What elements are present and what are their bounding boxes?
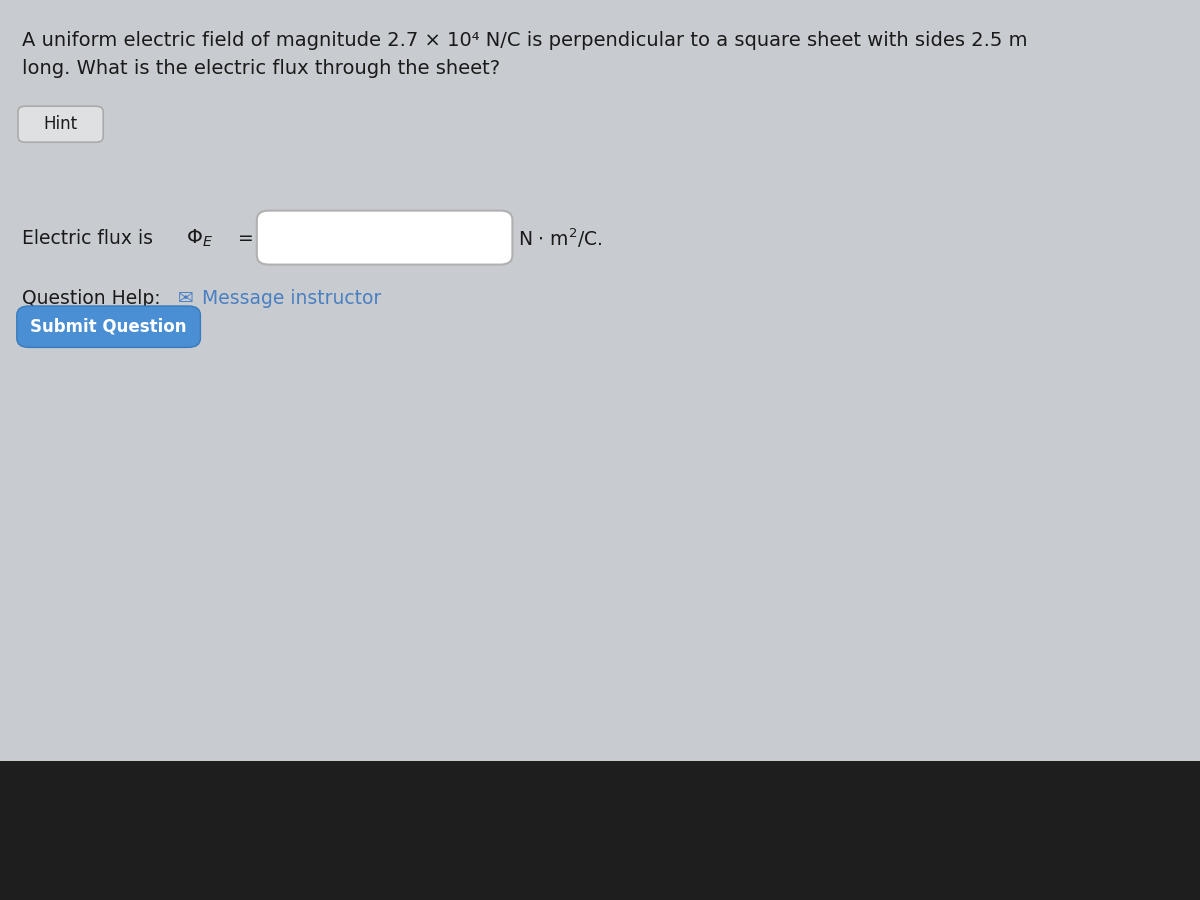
FancyBboxPatch shape <box>17 306 200 347</box>
Text: Submit Question: Submit Question <box>30 318 187 336</box>
Text: A uniform electric field of magnitude 2.7 × 10⁴ N/C is perpendicular to a square: A uniform electric field of magnitude 2.… <box>22 32 1027 50</box>
Text: ✉: ✉ <box>178 289 193 309</box>
Text: Question Help:: Question Help: <box>22 289 161 309</box>
Text: =: = <box>238 229 253 248</box>
Text: $\Phi_E$: $\Phi_E$ <box>186 228 212 249</box>
Text: Message instructor: Message instructor <box>202 289 380 309</box>
Text: Electric flux is: Electric flux is <box>22 229 158 248</box>
Text: N $\cdot$ m$^2$/C.: N $\cdot$ m$^2$/C. <box>518 227 602 250</box>
FancyBboxPatch shape <box>257 211 512 265</box>
Bar <box>0 760 1200 900</box>
Text: Hint: Hint <box>43 115 78 133</box>
FancyBboxPatch shape <box>18 106 103 142</box>
Text: long. What is the electric flux through the sheet?: long. What is the electric flux through … <box>22 58 499 77</box>
